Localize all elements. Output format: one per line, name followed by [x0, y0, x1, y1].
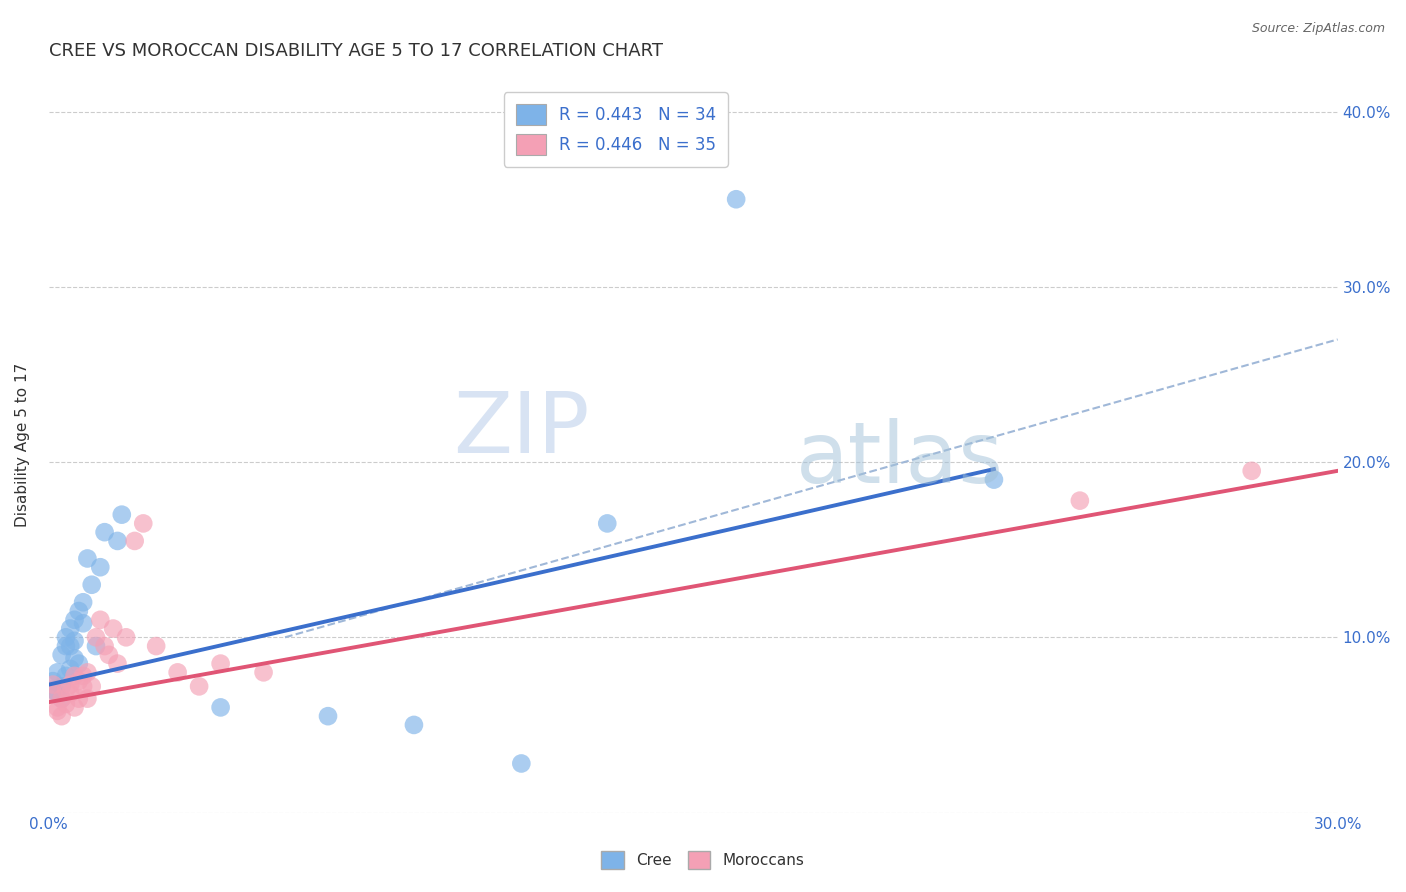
Point — [46, 665, 69, 680]
Point — [63, 651, 86, 665]
Point — [55, 682, 77, 697]
Point — [84, 639, 107, 653]
Point — [51, 679, 73, 693]
Point — [252, 665, 274, 680]
Point — [51, 709, 73, 723]
Point — [76, 551, 98, 566]
Point — [124, 533, 146, 548]
Point — [55, 639, 77, 653]
Point — [89, 560, 111, 574]
Point — [115, 630, 138, 644]
Point — [55, 630, 77, 644]
Y-axis label: Disability Age 5 to 17: Disability Age 5 to 17 — [15, 362, 30, 526]
Point — [725, 192, 748, 206]
Point — [76, 665, 98, 680]
Point — [59, 662, 82, 676]
Text: Source: ZipAtlas.com: Source: ZipAtlas.com — [1251, 22, 1385, 36]
Point — [59, 622, 82, 636]
Point — [316, 709, 339, 723]
Text: atlas: atlas — [796, 417, 1004, 500]
Point — [84, 630, 107, 644]
Point — [132, 516, 155, 531]
Point — [209, 700, 232, 714]
Point — [93, 525, 115, 540]
Point — [76, 691, 98, 706]
Point — [111, 508, 134, 522]
Point — [46, 686, 69, 700]
Point — [63, 700, 86, 714]
Point — [51, 648, 73, 662]
Point — [67, 604, 90, 618]
Point — [107, 657, 129, 671]
Point — [93, 639, 115, 653]
Point — [67, 657, 90, 671]
Point — [72, 595, 94, 609]
Point — [55, 697, 77, 711]
Legend: R = 0.443   N = 34, R = 0.446   N = 35: R = 0.443 N = 34, R = 0.446 N = 35 — [503, 92, 728, 167]
Point — [80, 578, 103, 592]
Point — [510, 756, 533, 771]
Point — [42, 674, 65, 689]
Point — [42, 682, 65, 697]
Point — [59, 639, 82, 653]
Point — [55, 669, 77, 683]
Point — [80, 679, 103, 693]
Point — [89, 613, 111, 627]
Point — [59, 678, 82, 692]
Point — [188, 679, 211, 693]
Point — [402, 718, 425, 732]
Point — [63, 669, 86, 683]
Point — [209, 657, 232, 671]
Point — [72, 669, 94, 683]
Point — [63, 633, 86, 648]
Point — [1069, 493, 1091, 508]
Point — [72, 616, 94, 631]
Point — [1240, 464, 1263, 478]
Point — [97, 648, 120, 662]
Point — [67, 691, 90, 706]
Point — [63, 613, 86, 627]
Point — [166, 665, 188, 680]
Point — [51, 691, 73, 706]
Point — [983, 473, 1005, 487]
Point — [596, 516, 619, 531]
Point — [51, 691, 73, 706]
Point — [59, 686, 82, 700]
Point — [145, 639, 167, 653]
Text: CREE VS MOROCCAN DISABILITY AGE 5 TO 17 CORRELATION CHART: CREE VS MOROCCAN DISABILITY AGE 5 TO 17 … — [49, 42, 662, 60]
Point — [46, 700, 69, 714]
Point — [46, 704, 69, 718]
Point — [42, 686, 65, 700]
Point — [107, 533, 129, 548]
Point — [72, 679, 94, 693]
Point — [67, 674, 90, 689]
Legend: Cree, Moroccans: Cree, Moroccans — [595, 845, 811, 875]
Point — [42, 678, 65, 692]
Text: ZIP: ZIP — [454, 388, 591, 471]
Point — [103, 622, 125, 636]
